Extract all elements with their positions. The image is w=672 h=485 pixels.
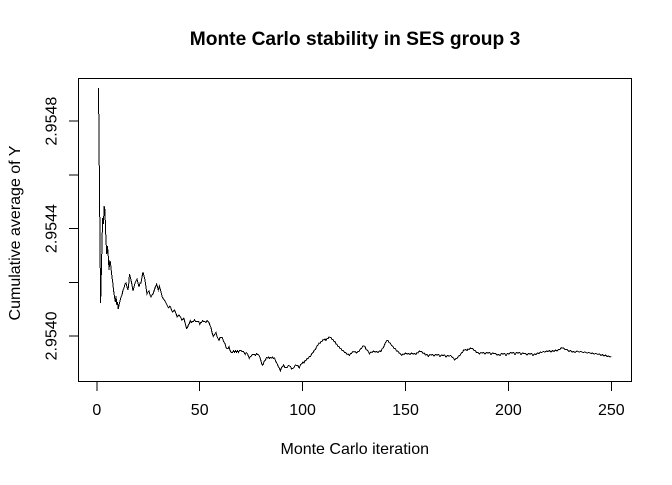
svg-text:Monte Carlo stability in SES g: Monte Carlo stability in SES group 3 — [190, 29, 521, 50]
svg-text:200: 200 — [495, 402, 522, 419]
svg-text:2.9544: 2.9544 — [44, 204, 61, 253]
svg-text:100: 100 — [289, 402, 316, 419]
svg-text:Monte Carlo iteration: Monte Carlo iteration — [280, 441, 429, 458]
svg-text:250: 250 — [598, 402, 625, 419]
svg-text:Cumulative average of Y: Cumulative average of Y — [7, 145, 24, 320]
svg-text:150: 150 — [392, 402, 419, 419]
svg-text:2.9540: 2.9540 — [44, 311, 61, 360]
svg-text:2.9548: 2.9548 — [44, 97, 61, 146]
svg-text:0: 0 — [92, 402, 101, 419]
svg-text:50: 50 — [191, 402, 209, 419]
